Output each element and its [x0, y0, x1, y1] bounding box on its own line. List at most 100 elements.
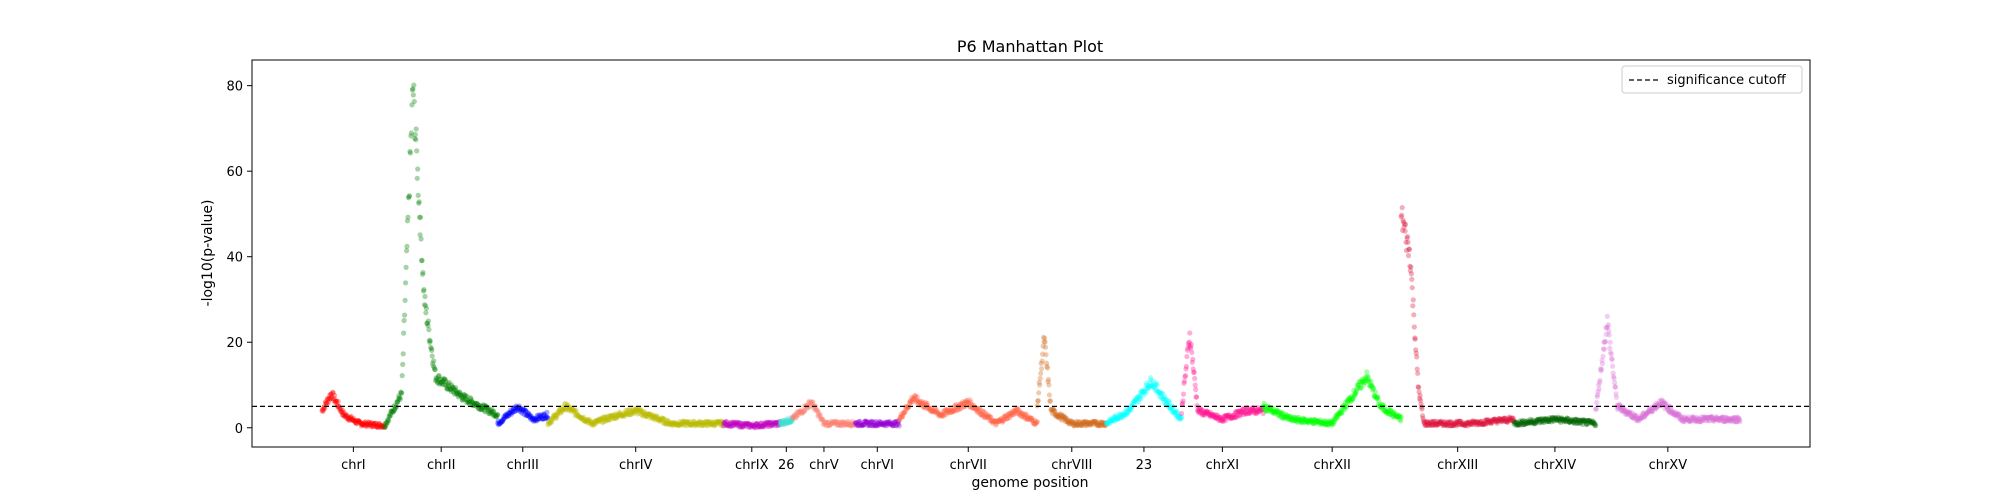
data-point [343, 413, 349, 420]
data-point [1546, 418, 1552, 425]
data-point [1309, 418, 1315, 424]
data-point [1394, 413, 1400, 420]
data-point [1660, 398, 1666, 404]
data-point [1492, 416, 1498, 422]
data-point [628, 409, 634, 415]
data-point [1249, 406, 1255, 412]
data-point [1680, 418, 1686, 424]
data-point [602, 418, 609, 424]
data-point [1391, 414, 1397, 420]
data-point [1597, 377, 1603, 383]
data-point [1152, 381, 1158, 388]
data-point [1076, 419, 1082, 425]
data-point [746, 421, 753, 427]
data-point [1021, 412, 1027, 418]
data-point [1571, 420, 1577, 426]
data-point [685, 419, 691, 425]
data-point [947, 409, 953, 416]
data-point [679, 419, 685, 425]
data-point [1219, 418, 1225, 424]
data-point [592, 419, 598, 425]
data-point [1190, 366, 1196, 372]
data-point [1568, 418, 1574, 424]
data-point [1556, 417, 1562, 423]
data-point [480, 403, 486, 409]
data-point [851, 422, 857, 428]
data-point [984, 414, 991, 420]
data-point [954, 406, 961, 413]
data-point [993, 421, 999, 427]
data-point [1226, 414, 1232, 420]
data-point [749, 422, 755, 429]
data-point [533, 417, 539, 423]
data-point [1264, 408, 1271, 414]
data-point [1493, 419, 1499, 425]
data-point [1325, 418, 1331, 424]
data-point [657, 418, 663, 424]
data-point [709, 421, 715, 427]
data-point [1279, 410, 1285, 417]
data-point [992, 418, 998, 424]
data-point [987, 418, 993, 424]
data-point [703, 418, 709, 424]
data-point [1364, 373, 1370, 379]
data-point [1506, 414, 1512, 420]
data-point [1367, 383, 1373, 389]
data-point [1069, 421, 1075, 427]
data-point [858, 420, 864, 426]
data-point [1454, 421, 1460, 427]
data-point [397, 396, 403, 402]
data-point [381, 421, 387, 427]
data-point [1701, 416, 1707, 422]
data-point [1137, 389, 1143, 395]
data-point [1010, 411, 1016, 417]
data-point [1138, 391, 1144, 397]
data-point [1400, 227, 1406, 233]
data-point [1342, 399, 1349, 405]
data-point [528, 416, 534, 422]
data-point [1636, 418, 1642, 424]
data-point [1079, 422, 1085, 429]
data-point [660, 415, 666, 421]
data-point [1284, 413, 1290, 419]
data-point [520, 408, 526, 414]
data-point [533, 415, 539, 421]
data-point [821, 419, 827, 425]
data-point [1260, 410, 1266, 417]
data-point [1282, 414, 1288, 420]
data-point [502, 412, 509, 418]
data-point [504, 411, 510, 417]
data-point [1704, 414, 1710, 420]
data-point [934, 411, 941, 417]
data-point [721, 419, 728, 425]
data-point [1578, 418, 1584, 424]
data-point [1417, 392, 1423, 399]
data-point [1487, 419, 1493, 425]
data-point [1367, 383, 1373, 389]
data-point [459, 394, 465, 400]
data-point [1120, 411, 1126, 417]
data-point [1261, 400, 1267, 406]
data-point [395, 399, 401, 405]
data-point [1081, 419, 1087, 425]
data-point [799, 410, 805, 416]
data-point [1429, 419, 1435, 426]
data-point [777, 418, 783, 424]
data-point [676, 422, 682, 428]
data-point [1609, 355, 1615, 361]
data-point [687, 422, 693, 428]
data-point [576, 414, 582, 420]
data-point [1179, 410, 1185, 417]
data-point [888, 421, 895, 427]
data-point [1177, 416, 1183, 422]
data-point [1131, 399, 1137, 405]
data-point [1215, 414, 1221, 420]
data-point [834, 420, 840, 426]
data-point [1251, 410, 1257, 416]
data-point [623, 407, 629, 413]
data-point [1575, 417, 1581, 424]
data-point [933, 406, 939, 412]
data-point [1009, 410, 1015, 416]
data-point [473, 400, 479, 406]
data-point [1403, 247, 1410, 254]
